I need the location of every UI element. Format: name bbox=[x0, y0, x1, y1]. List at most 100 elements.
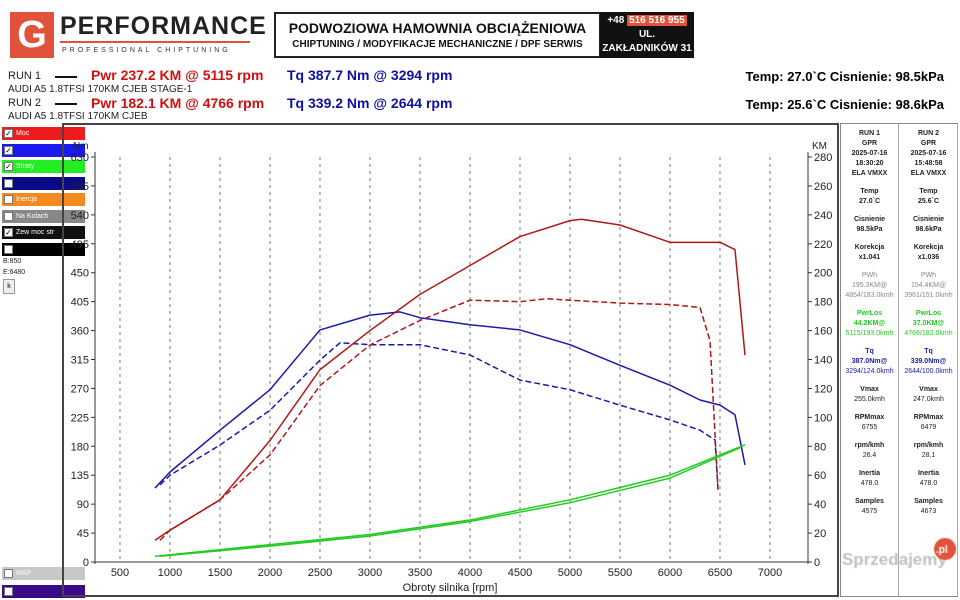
y2-tick-label: 140 bbox=[814, 355, 832, 367]
run-2-summary: RUN 2 GPR 2025-07-16 15:48:58 ELA VMXX Temp 25… bbox=[900, 124, 958, 596]
run2-env: Temp: 25.6`C Cisnienie: 98.6kPa bbox=[745, 97, 944, 112]
summary-rk: 28.1 bbox=[921, 452, 936, 459]
legend-toggle[interactable]: MAP bbox=[2, 567, 85, 580]
summary-kor: Korekcja bbox=[913, 244, 944, 251]
summary-pwh: 195.3KM@ bbox=[851, 282, 888, 289]
summary-head: 18:30:20 bbox=[855, 160, 884, 167]
y2-tick-label: 280 bbox=[814, 152, 832, 164]
x-tick-label: 3500 bbox=[408, 567, 432, 579]
run1-power-curve bbox=[154, 218, 746, 541]
summary-rpm: RPMmax bbox=[913, 414, 944, 421]
logo-tagline: PROFESSIONAL CHIPTUNING bbox=[62, 47, 231, 54]
y2-tick-label: 180 bbox=[814, 297, 832, 309]
y2-tick-label: 100 bbox=[814, 412, 832, 424]
checkbox[interactable] bbox=[4, 195, 13, 204]
logo-underline bbox=[60, 41, 250, 43]
checkbox[interactable]: ✓ bbox=[4, 129, 13, 138]
y-tick-label: 0 bbox=[83, 557, 89, 569]
summary-kor: Korekcja bbox=[854, 244, 885, 251]
y2-tick-label: 80 bbox=[814, 441, 826, 453]
checkbox[interactable]: ✓ bbox=[4, 162, 13, 171]
watermark-logo bbox=[842, 535, 956, 579]
legend-toggle[interactable] bbox=[2, 242, 85, 256]
run2-losses-curve bbox=[159, 447, 741, 557]
y-tick-label: 405 bbox=[71, 297, 89, 309]
x-tick-label: 4500 bbox=[508, 567, 532, 579]
summary-tq: Tq bbox=[924, 348, 933, 355]
y-tick-label: 360 bbox=[71, 326, 89, 338]
summary-temp: 25.6`C bbox=[917, 198, 939, 205]
run1-power: Pwr 237.2 KM @ 5115 rpm bbox=[91, 67, 264, 83]
y-tick-label: 540 bbox=[71, 210, 89, 222]
phone: 516 516 955 bbox=[627, 15, 687, 26]
x-tick-label: 5500 bbox=[608, 567, 632, 579]
logo-mark: G bbox=[10, 12, 54, 58]
legend-toggle[interactable] bbox=[2, 585, 85, 598]
checkbox[interactable] bbox=[4, 569, 13, 578]
run2-torque: Tq 339.2 Nm @ 2644 rpm bbox=[287, 95, 453, 111]
summary-pwrlos: 5115/193.0kmh bbox=[845, 330, 894, 337]
x-tick-label: 4000 bbox=[458, 567, 482, 579]
summary-pwrlos: 37.0KM@ bbox=[912, 320, 945, 327]
x-axis-label: Obroty silnika [rpm] bbox=[403, 582, 498, 594]
x-tick-label: 1500 bbox=[208, 567, 232, 579]
summary-in: Inertia bbox=[858, 470, 880, 477]
legend-label: Zew moc str bbox=[16, 229, 55, 236]
checkbox[interactable] bbox=[4, 211, 13, 221]
run2-torque-curve bbox=[159, 342, 719, 491]
summary-temp: 27.0`C bbox=[858, 198, 880, 205]
y-tick-label: 90 bbox=[77, 499, 89, 511]
summary-cis: Cisnienie bbox=[853, 216, 886, 223]
summary-tq: 387.0Nm@ bbox=[851, 358, 888, 365]
y2-axis-label: KM bbox=[812, 141, 827, 152]
x-tick-label: 1000 bbox=[158, 567, 182, 579]
y2-tick-label: 120 bbox=[814, 383, 832, 395]
summary-pwh: 154.4KM@ bbox=[910, 282, 947, 289]
legend-toggle[interactable]: ✓ Moc bbox=[2, 127, 85, 140]
x-tick-label: 7000 bbox=[758, 567, 782, 579]
checkbox[interactable] bbox=[4, 587, 13, 596]
summary-rpm: RPMmax bbox=[854, 414, 885, 421]
summary-temp: Temp bbox=[860, 188, 879, 195]
summary-tq: Tq bbox=[865, 348, 874, 355]
legend-toggle[interactable] bbox=[2, 176, 85, 190]
y2-tick-label: 60 bbox=[814, 470, 826, 482]
legend-label: Inercja bbox=[16, 196, 38, 203]
summary-pwrlos: PwrLos bbox=[856, 310, 883, 317]
checkbox[interactable]: ✓ bbox=[4, 228, 13, 237]
y-tick-label: 495 bbox=[71, 239, 89, 251]
run1-env: Temp: 27.0`C Cisnienie: 98.5kPa bbox=[745, 69, 944, 84]
run2-line-sample bbox=[55, 103, 77, 105]
y2-tick-label: 240 bbox=[814, 210, 832, 222]
y2-tick-label: 160 bbox=[814, 326, 832, 338]
summary-head: 15:48:58 bbox=[914, 160, 943, 167]
summary-pwrlos: PwrLos bbox=[915, 310, 942, 317]
summary-head: ELA VMXX bbox=[910, 170, 947, 177]
summary-vmax: Vmax bbox=[919, 386, 938, 393]
legend-toggle[interactable]: Na Kolach bbox=[2, 209, 85, 223]
checkbox[interactable] bbox=[4, 244, 13, 254]
checkbox[interactable] bbox=[4, 178, 13, 188]
summary-pwh: 3961/151.0kmh bbox=[904, 292, 953, 299]
summary-rk: rpm/kmh bbox=[913, 442, 944, 449]
summary-s: 4575 bbox=[861, 508, 878, 515]
y2-tick-label: 40 bbox=[814, 499, 826, 511]
y-tick-label: 225 bbox=[71, 412, 89, 424]
legend-toggle[interactable]: ✓ Straty bbox=[2, 160, 85, 173]
y2-tick-label: 200 bbox=[814, 268, 832, 280]
legend-toggle[interactable]: Inercja bbox=[2, 193, 85, 206]
summary-head: 2025-07-16 bbox=[851, 150, 888, 157]
x-tick-label: 2500 bbox=[308, 567, 332, 579]
legend-toggle[interactable]: ✓ Zew moc str bbox=[2, 226, 85, 239]
summary-kor: x1.041 bbox=[858, 254, 881, 261]
summary-head: 2025-07-16 bbox=[910, 150, 947, 157]
summary-in: 478.0 bbox=[860, 480, 879, 487]
run1-losses-curve bbox=[154, 444, 746, 557]
checkbox[interactable]: ✓ bbox=[4, 145, 13, 155]
run1-car: AUDI A5 1.8TFSI 170KM CJEB STAGE-1 bbox=[8, 84, 193, 95]
k-button[interactable]: k bbox=[3, 279, 15, 294]
banner-line2: CHIPTUNING / MODYFIKACJE MECHANICZNE / D… bbox=[292, 39, 583, 50]
run1-line-sample bbox=[55, 76, 77, 78]
legend-toggle[interactable]: ✓ bbox=[2, 143, 85, 157]
phone-prefix: +48 bbox=[607, 15, 625, 26]
